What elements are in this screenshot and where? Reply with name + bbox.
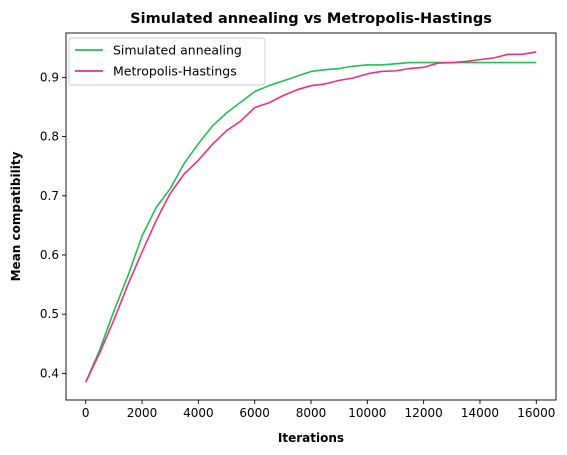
x-tick-label: 2000	[127, 406, 158, 420]
x-tick-label: 10000	[348, 406, 386, 420]
legend-box	[68, 37, 266, 86]
legend-label: Metropolis-Hastings	[113, 64, 237, 79]
x-axis: 0 2000 4000 6000 8000 10000 12000 14000 16000	[82, 400, 555, 420]
x-axis-label: Iterations	[278, 431, 344, 445]
x-tick-label: 16000	[517, 406, 555, 420]
y-tick-label: 0.9	[40, 70, 59, 84]
chart-title: Simulated annealing vs Metropolis-Hastin…	[130, 11, 492, 27]
y-tick-label: 0.5	[40, 307, 59, 321]
legend-label: Simulated annealing	[113, 43, 242, 58]
plot-area	[84, 51, 537, 383]
series-line-2	[84, 51, 537, 383]
y-tick-label: 0.4	[40, 366, 59, 380]
x-tick-label: 12000	[405, 406, 443, 420]
x-tick-label: 4000	[183, 406, 214, 420]
x-tick-label: 6000	[239, 406, 270, 420]
x-tick-label: 8000	[296, 406, 327, 420]
y-axis: 0.4 0.5 0.6 0.7 0.8 0.9	[40, 70, 66, 380]
legend: Simulated annealing Metropolis-Hastings	[68, 37, 266, 86]
x-tick-label: 0	[82, 406, 90, 420]
x-tick-label: 14000	[461, 406, 499, 420]
y-tick-label: 0.8	[40, 130, 59, 144]
y-axis-label: Mean compatibility	[9, 151, 23, 281]
y-tick-label: 0.7	[40, 189, 59, 203]
y-tick-label: 0.6	[40, 248, 59, 262]
